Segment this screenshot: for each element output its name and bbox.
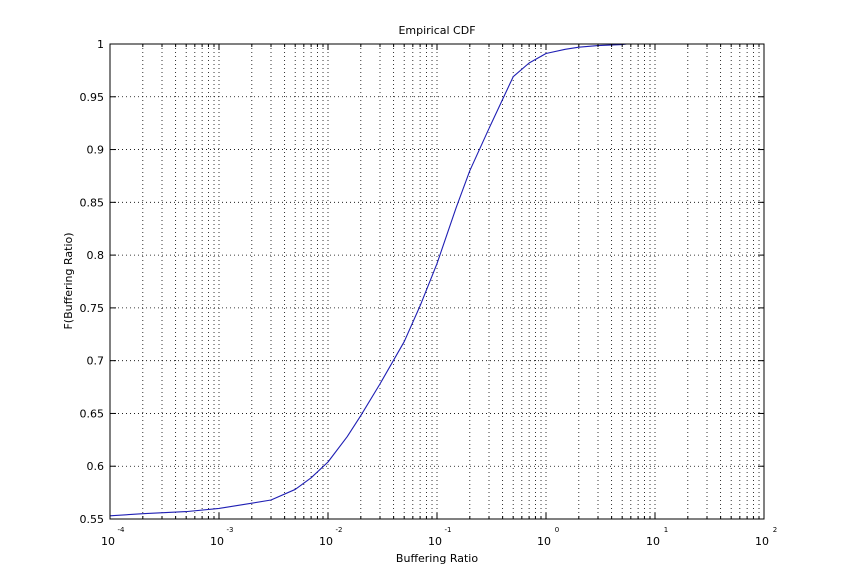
x-tick-label-base: 10 xyxy=(755,535,769,548)
x-tick-label-exponent: -2 xyxy=(336,526,343,534)
chart-title: Empirical CDF xyxy=(398,24,475,37)
y-tick-label: 0.95 xyxy=(80,91,105,104)
x-tick-label-exponent: -3 xyxy=(227,526,234,534)
x-axis-label: Buffering Ratio xyxy=(396,552,478,565)
y-tick-label: 0.85 xyxy=(80,196,105,209)
y-tick-label: 0.55 xyxy=(80,513,105,526)
x-tick-label-exponent: 1 xyxy=(664,526,668,534)
cdf-series-line xyxy=(109,43,627,517)
grid-layer xyxy=(110,44,764,519)
x-tick-label-exponent: -1 xyxy=(445,526,452,534)
y-tick-label: 0.65 xyxy=(80,407,105,420)
x-tick-label-base: 10 xyxy=(210,535,224,548)
y-tick-label: 0.8 xyxy=(87,249,105,262)
x-tick-label-exponent: -4 xyxy=(118,526,126,534)
plot-area-background xyxy=(110,44,764,519)
x-tick-label-base: 10 xyxy=(101,535,115,548)
y-tick-label: 0.7 xyxy=(87,355,105,368)
x-tick-label-exponent: 0 xyxy=(555,526,559,534)
y-tick-label: 0.6 xyxy=(87,460,105,473)
x-tick-label-base: 10 xyxy=(319,535,333,548)
x-tick-label-base: 10 xyxy=(428,535,442,548)
x-tick-label-base: 10 xyxy=(646,535,660,548)
y-tick-label: 0.75 xyxy=(80,302,105,315)
x-tick-label-exponent: 2 xyxy=(773,526,777,534)
y-axis-label: F(Buffering Ratio) xyxy=(62,232,75,329)
x-tick-label-base: 10 xyxy=(537,535,551,548)
tick-layer: 10-410-310-210-11001011020.550.60.650.70… xyxy=(80,38,778,548)
y-tick-label: 0.9 xyxy=(87,144,105,157)
series-layer xyxy=(109,43,627,517)
y-tick-label: 1 xyxy=(97,38,104,51)
